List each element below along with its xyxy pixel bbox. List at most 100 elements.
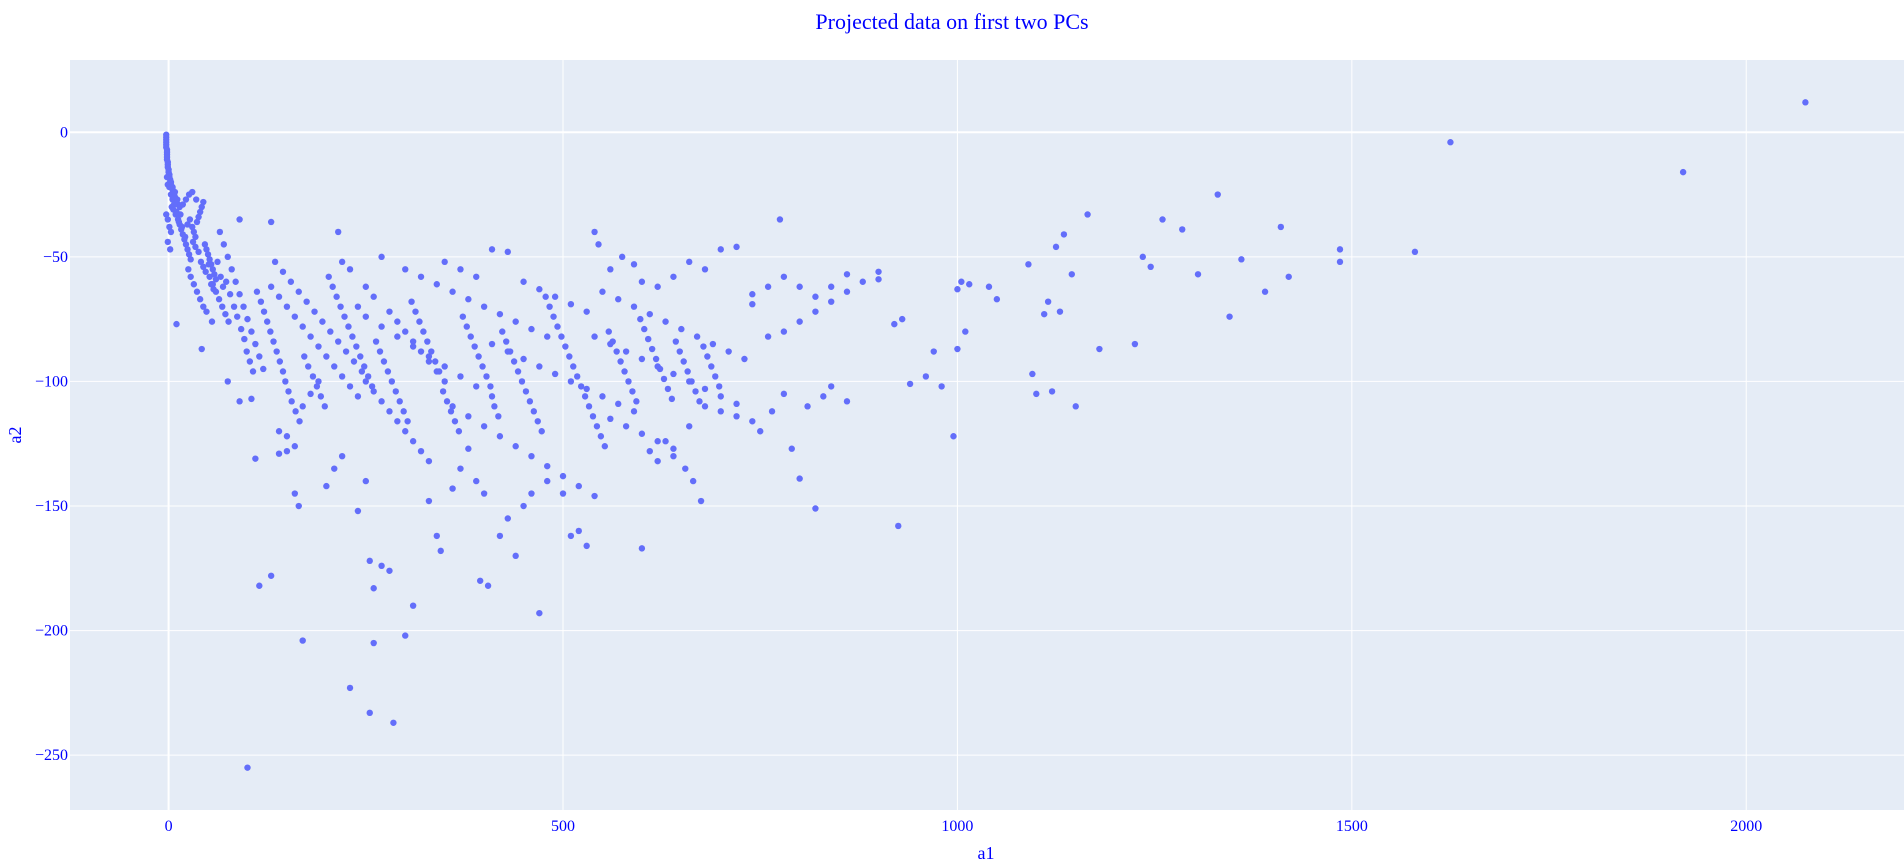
data-point bbox=[591, 333, 598, 340]
data-point bbox=[196, 208, 204, 216]
data-point bbox=[664, 385, 672, 393]
data-point bbox=[471, 343, 478, 350]
data-point bbox=[672, 338, 680, 345]
data-point bbox=[700, 343, 707, 350]
data-point bbox=[780, 390, 788, 398]
data-point bbox=[315, 343, 322, 350]
data-point bbox=[820, 393, 827, 400]
data-point bbox=[518, 378, 526, 385]
data-point bbox=[1096, 345, 1103, 353]
data-point bbox=[425, 457, 433, 465]
plot-area bbox=[70, 60, 1904, 810]
data-point bbox=[607, 415, 614, 423]
data-point bbox=[345, 323, 352, 330]
data-point bbox=[441, 258, 448, 266]
data-point bbox=[338, 452, 346, 460]
data-point bbox=[692, 388, 699, 395]
data-point bbox=[252, 340, 259, 348]
data-point bbox=[575, 527, 582, 535]
data-point bbox=[1044, 298, 1052, 305]
data-point bbox=[701, 403, 709, 410]
data-point bbox=[512, 552, 519, 560]
data-point bbox=[520, 278, 527, 285]
data-point bbox=[237, 325, 245, 333]
data-point bbox=[296, 418, 303, 425]
data-point bbox=[680, 358, 687, 365]
data-point bbox=[476, 577, 484, 584]
data-point bbox=[362, 477, 370, 485]
data-point bbox=[875, 276, 882, 283]
data-point bbox=[167, 178, 175, 186]
data-point bbox=[488, 246, 496, 253]
data-point bbox=[402, 328, 409, 335]
data-point bbox=[488, 340, 496, 348]
data-point bbox=[350, 358, 358, 365]
data-point bbox=[599, 288, 606, 295]
x-tick-label: 0 bbox=[165, 818, 173, 835]
data-point bbox=[630, 408, 638, 415]
data-point bbox=[334, 338, 342, 345]
data-point bbox=[938, 383, 945, 390]
data-point bbox=[574, 373, 581, 380]
data-point bbox=[321, 403, 328, 410]
data-point bbox=[200, 263, 207, 271]
data-point bbox=[299, 637, 306, 644]
data-point bbox=[542, 293, 549, 300]
data-point bbox=[257, 298, 265, 305]
data-point bbox=[828, 283, 835, 290]
data-point bbox=[638, 278, 646, 285]
data-point bbox=[169, 183, 176, 191]
data-point bbox=[768, 408, 776, 415]
data-point bbox=[187, 256, 194, 263]
data-point bbox=[615, 296, 622, 303]
data-point bbox=[954, 286, 961, 293]
data-point bbox=[1159, 216, 1166, 223]
data-point bbox=[617, 358, 624, 365]
data-point bbox=[670, 273, 677, 280]
data-point bbox=[583, 385, 590, 393]
data-point bbox=[206, 273, 213, 280]
data-point bbox=[305, 363, 312, 370]
data-point bbox=[170, 206, 177, 213]
data-point bbox=[684, 368, 691, 375]
data-point bbox=[520, 502, 527, 510]
data-point bbox=[244, 764, 251, 771]
data-point bbox=[475, 353, 482, 360]
data-point bbox=[203, 246, 210, 253]
data-point bbox=[733, 413, 740, 420]
data-point bbox=[425, 497, 433, 505]
data-point bbox=[708, 363, 715, 370]
data-point bbox=[243, 348, 250, 355]
data-point bbox=[566, 353, 573, 360]
y-tick-label: −50 bbox=[43, 249, 68, 266]
data-point bbox=[204, 251, 212, 258]
data-point bbox=[575, 482, 582, 490]
data-point bbox=[958, 278, 965, 285]
data-point bbox=[447, 408, 455, 415]
data-point bbox=[349, 333, 356, 340]
data-point bbox=[240, 303, 247, 310]
data-point bbox=[439, 388, 447, 395]
data-point bbox=[222, 310, 229, 318]
data-point bbox=[749, 300, 756, 308]
data-point bbox=[609, 338, 616, 345]
data-point bbox=[249, 368, 257, 375]
data-point bbox=[192, 243, 199, 251]
data-point bbox=[544, 462, 551, 470]
data-point bbox=[378, 562, 385, 570]
data-point bbox=[621, 368, 628, 375]
data-point bbox=[267, 283, 275, 290]
data-point bbox=[1285, 273, 1292, 280]
data-point bbox=[390, 719, 397, 726]
data-point bbox=[338, 373, 346, 380]
data-point bbox=[256, 582, 263, 589]
data-point bbox=[400, 408, 407, 415]
data-point bbox=[376, 348, 384, 355]
data-point bbox=[488, 393, 496, 400]
data-point bbox=[780, 273, 788, 280]
data-point bbox=[417, 348, 425, 355]
data-point bbox=[709, 340, 717, 348]
data-point bbox=[195, 248, 202, 256]
data-point bbox=[1179, 226, 1186, 233]
data-point bbox=[164, 238, 172, 246]
